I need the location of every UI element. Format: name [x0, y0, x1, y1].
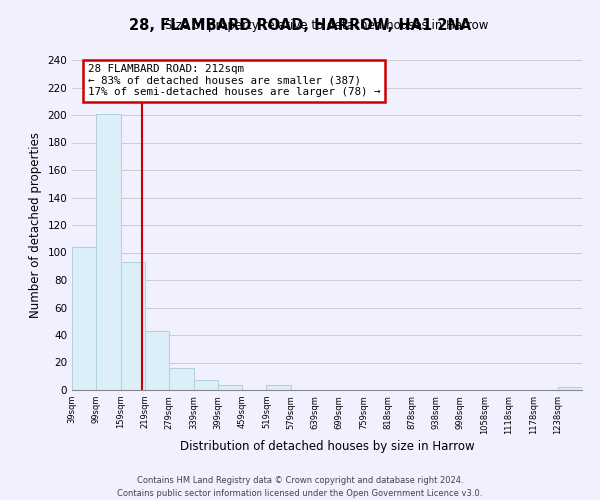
Bar — [72, 247, 97, 390]
Bar — [169, 368, 194, 390]
X-axis label: Distribution of detached houses by size in Harrow: Distribution of detached houses by size … — [179, 440, 475, 452]
Bar — [266, 384, 291, 390]
Bar — [218, 384, 242, 390]
Title: Size of property relative to detached houses in Harrow: Size of property relative to detached ho… — [166, 20, 488, 32]
Text: 28, FLAMBARD ROAD, HARROW, HA1 2NA: 28, FLAMBARD ROAD, HARROW, HA1 2NA — [129, 18, 471, 32]
Bar — [97, 114, 121, 390]
Text: 28 FLAMBARD ROAD: 212sqm
← 83% of detached houses are smaller (387)
17% of semi-: 28 FLAMBARD ROAD: 212sqm ← 83% of detach… — [88, 64, 380, 98]
Text: Contains HM Land Registry data © Crown copyright and database right 2024.
Contai: Contains HM Land Registry data © Crown c… — [118, 476, 482, 498]
Bar — [121, 262, 145, 390]
Bar — [557, 387, 582, 390]
Bar — [194, 380, 218, 390]
Y-axis label: Number of detached properties: Number of detached properties — [29, 132, 42, 318]
Bar — [145, 331, 169, 390]
